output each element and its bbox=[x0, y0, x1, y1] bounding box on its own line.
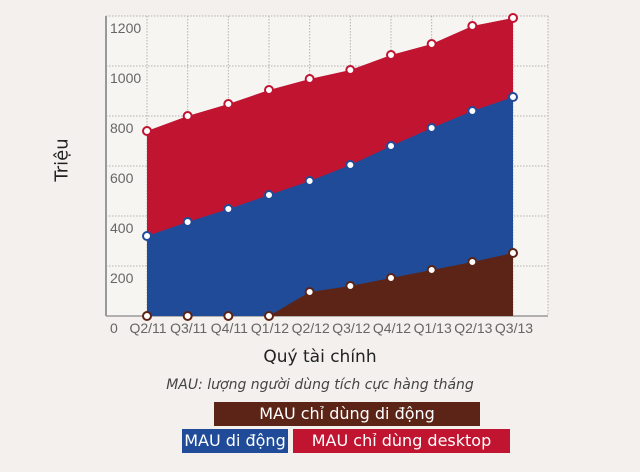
svg-text:Q3/11: Q3/11 bbox=[170, 320, 207, 336]
svg-text:400: 400 bbox=[110, 220, 134, 236]
svg-text:800: 800 bbox=[110, 120, 134, 136]
svg-text:Q1/13: Q1/13 bbox=[414, 320, 452, 336]
svg-text:Q4/12: Q4/12 bbox=[373, 320, 411, 336]
legend-mobile: MAU di động bbox=[182, 429, 288, 453]
svg-text:Q3/13: Q3/13 bbox=[495, 320, 533, 336]
svg-text:Q3/12: Q3/12 bbox=[332, 320, 370, 336]
chart-note: MAU: lượng người dùng tích cực hàng thán… bbox=[166, 377, 474, 393]
svg-text:Q2/12: Q2/12 bbox=[292, 320, 330, 336]
x-axis-title: Quý tài chính bbox=[263, 347, 377, 367]
svg-text:200: 200 bbox=[110, 270, 134, 286]
svg-text:1200: 1200 bbox=[110, 20, 141, 36]
svg-text:Q2/13: Q2/13 bbox=[454, 320, 492, 336]
svg-text:1000: 1000 bbox=[110, 70, 141, 86]
y-axis-title: Triệu bbox=[51, 138, 73, 182]
svg-text:0: 0 bbox=[110, 320, 118, 336]
svg-text:Q1/12: Q1/12 bbox=[251, 320, 289, 336]
legend-mobile-only: MAU chỉ dùng di động bbox=[214, 402, 480, 426]
svg-text:Q2/11: Q2/11 bbox=[129, 320, 166, 336]
svg-text:600: 600 bbox=[110, 170, 134, 186]
svg-text:Q4/11: Q4/11 bbox=[211, 320, 248, 336]
legend-desktop-only: MAU chỉ dùng desktop bbox=[293, 429, 510, 453]
